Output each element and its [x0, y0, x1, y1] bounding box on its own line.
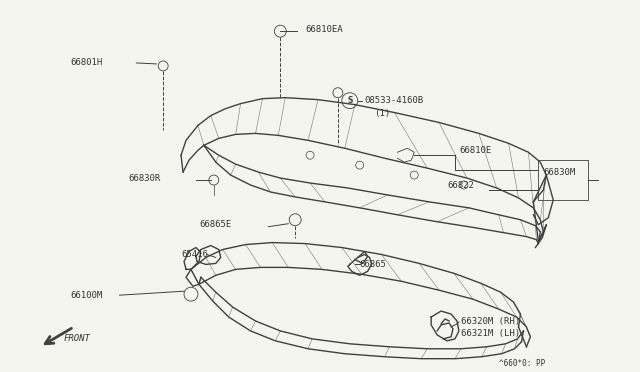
Text: 66830R: 66830R	[129, 174, 161, 183]
Text: 66801H: 66801H	[70, 58, 102, 67]
Text: 66810EA: 66810EA	[305, 25, 343, 34]
Text: 66100M: 66100M	[70, 291, 102, 300]
Text: 66822: 66822	[447, 180, 474, 189]
Text: 66320M (RH): 66320M (RH)	[461, 317, 520, 327]
Text: 66865: 66865	[360, 260, 387, 269]
Text: 66321M (LH): 66321M (LH)	[461, 329, 520, 339]
Text: (1): (1)	[374, 109, 390, 118]
Text: 66865E: 66865E	[199, 220, 231, 229]
Text: 66830M: 66830M	[543, 168, 575, 177]
Text: FRONT: FRONT	[64, 334, 91, 343]
Text: 65416: 65416	[181, 250, 208, 259]
Text: S: S	[347, 96, 353, 105]
Text: ^660*0: PP: ^660*0: PP	[499, 359, 545, 368]
Text: 08533-4160B: 08533-4160B	[365, 96, 424, 105]
Text: 66810E: 66810E	[459, 146, 492, 155]
